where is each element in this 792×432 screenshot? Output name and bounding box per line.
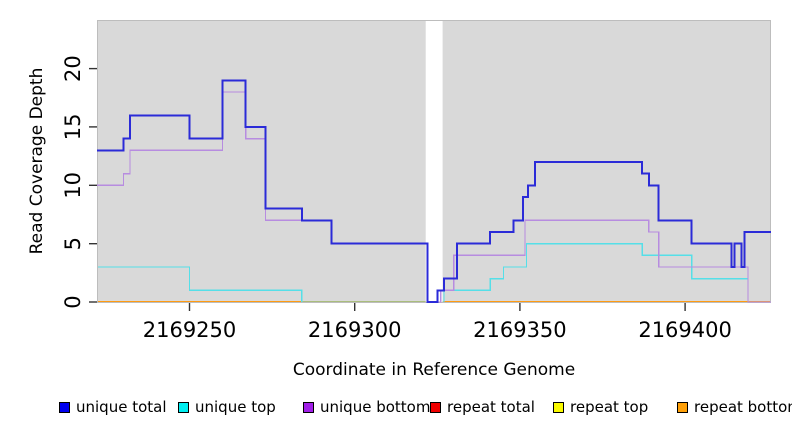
y-tick-label: 10 [61, 172, 85, 199]
x-tick-label: 2169400 [638, 318, 732, 342]
series-line-unique-top [97, 243, 771, 303]
x-tick-label: 2169250 [143, 318, 237, 342]
y-axis-title: Read Coverage Depth [27, 67, 47, 255]
series-line-unique-total [97, 79, 771, 303]
y-tick-label: 20 [61, 55, 85, 82]
y-tick-label: 5 [61, 237, 85, 250]
no-data-band [425, 20, 443, 303]
y-tick-label: 0 [61, 295, 85, 308]
x-axis-title: Coordinate in Reference Genome [292, 360, 576, 380]
y-tick-label: 15 [61, 114, 85, 141]
x-tick-label: 2169350 [473, 318, 567, 342]
x-tick-label: 2169300 [308, 318, 402, 342]
